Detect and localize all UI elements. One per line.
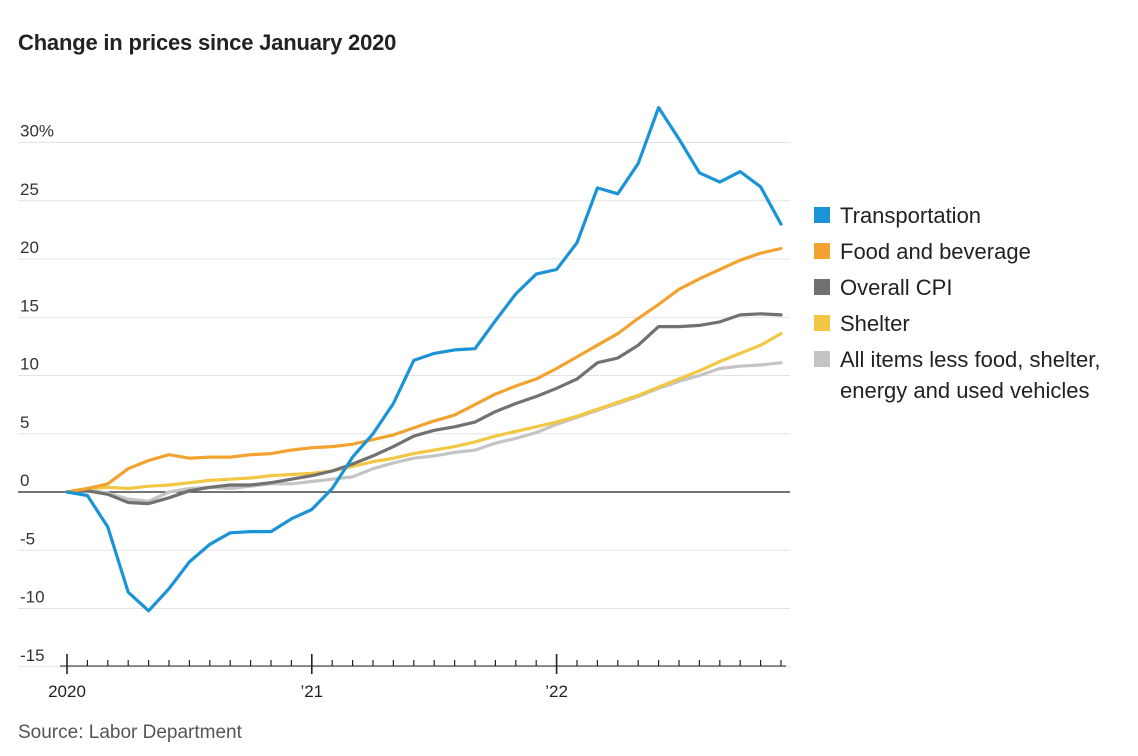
x-axis [18, 491, 790, 674]
legend-label: Transportation [840, 203, 982, 228]
y-tick-label: 10 [20, 355, 39, 374]
y-tick-label: 15 [20, 296, 39, 315]
legend: Transportation Food and beverage Overall… [814, 200, 1130, 411]
legend-label: Overall CPI [840, 275, 953, 300]
legend-swatch [814, 351, 830, 367]
source-note: Source: Labor Department [18, 722, 242, 743]
legend-item-transportation: Transportation [814, 200, 1130, 231]
series-line-shelter [65, 332, 783, 494]
legend-item-core-items: All items less food, shelter, energy and… [814, 344, 1130, 406]
legend-label: All items less food, shelter, energy and… [840, 347, 1101, 403]
y-tick-label: 20 [20, 238, 39, 257]
series-line-food-and-beverage [65, 246, 783, 494]
series-lines [65, 105, 783, 613]
x-tick-label: 2020 [48, 682, 86, 701]
legend-swatch [814, 315, 830, 331]
series-line-overall-cpi [65, 312, 783, 506]
series-line-transportation [65, 105, 783, 613]
y-axis-tick-labels: 30% 25 20 15 10 5 0 -5 -10 -15 [20, 122, 54, 665]
legend-label: Shelter [840, 311, 910, 336]
y-tick-label: -5 [20, 529, 35, 548]
legend-item-overall-cpi: Overall CPI [814, 272, 1130, 303]
y-tick-label: 30% [20, 122, 54, 141]
x-tick-label: ’21 [300, 682, 323, 701]
legend-label: Food and beverage [840, 239, 1031, 264]
legend-swatch [814, 279, 830, 295]
gridlines [18, 142, 790, 668]
y-tick-label: -15 [20, 646, 45, 665]
legend-swatch [814, 207, 830, 223]
y-tick-label: 0 [20, 471, 29, 490]
x-axis-tick-labels: 2020 ’21 ’22 [48, 682, 568, 701]
y-tick-label: 5 [20, 413, 29, 432]
y-tick-label: 25 [20, 180, 39, 199]
y-tick-label: -10 [20, 588, 45, 607]
x-tick-label: ’22 [545, 682, 568, 701]
legend-item-shelter: Shelter [814, 308, 1130, 339]
chart-title: Change in prices since January 2020 [18, 30, 397, 55]
legend-swatch [814, 243, 830, 259]
legend-item-food-and-beverage: Food and beverage [814, 236, 1130, 267]
